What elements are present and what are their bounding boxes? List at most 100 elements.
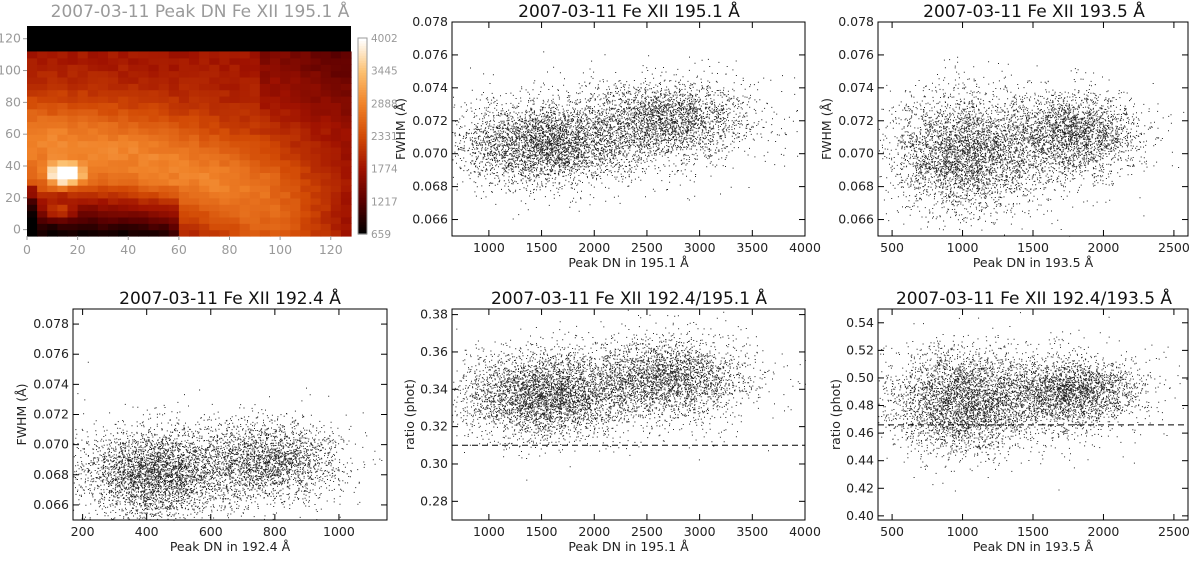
heatmap-cell	[67, 185, 79, 193]
x-tick-label: 2500	[1158, 240, 1190, 255]
heatmap-cell	[219, 76, 231, 84]
heatmap-cell	[219, 70, 231, 78]
colorbar-segment	[358, 52, 367, 56]
heatmap-cell	[118, 57, 129, 65]
heatmap-cell	[330, 51, 342, 59]
heatmap-cell	[118, 229, 129, 237]
heatmap-cell	[67, 76, 79, 84]
heatmap-cell	[37, 146, 48, 154]
heatmap-cell	[57, 108, 69, 116]
heatmap-cell	[209, 191, 220, 199]
heatmap-cell	[108, 115, 119, 123]
heatmap-cell	[290, 121, 301, 129]
scatter-plot-ratio-192-193: 500 1000 1500 2000 2500 0.40 0.42 0.44 0.46 0.48 0…	[828, 308, 1190, 554]
heatmap-image	[27, 26, 352, 237]
heatmap-cell	[219, 191, 231, 199]
heatmap-cell	[108, 64, 119, 72]
heatmap-cell	[47, 134, 58, 142]
colorbar-segment	[358, 202, 367, 206]
heatmap-cell	[280, 197, 291, 205]
heatmap-cell	[168, 140, 180, 148]
heatmap-cell	[138, 191, 150, 199]
heatmap-cell	[209, 76, 220, 84]
heatmap-cell	[118, 178, 129, 186]
heatmap-cell	[199, 96, 210, 103]
heatmap-cell	[340, 57, 352, 65]
heatmap-cell	[87, 89, 99, 97]
heatmap-cell	[168, 191, 180, 199]
heatmap-cell	[340, 115, 352, 123]
colorbar-segment	[358, 189, 367, 193]
heatmap-cell	[209, 134, 220, 142]
heatmap-cell	[168, 102, 180, 110]
heatmap-cell	[108, 108, 119, 116]
heatmap-cell	[47, 70, 58, 78]
heatmap-cell	[87, 102, 99, 110]
heatmap-cell	[280, 146, 291, 154]
heatmap-cell	[97, 57, 109, 65]
heatmap-cell	[290, 178, 301, 186]
colorbar-segment	[358, 197, 367, 201]
heatmap-cell	[320, 127, 332, 135]
heatmap-cell	[168, 159, 180, 167]
heatmap-cell	[310, 204, 322, 212]
heatmap-cell	[229, 83, 241, 91]
heatmap-cell	[239, 185, 251, 193]
heatmap-cell	[138, 210, 150, 218]
heatmap-cell	[77, 76, 89, 84]
heatmap-cell	[27, 108, 38, 116]
heatmap-cell	[178, 89, 190, 97]
colorbar-segment	[358, 160, 367, 164]
heatmap-cell	[178, 121, 190, 129]
heatmap-cell	[189, 216, 200, 224]
heatmap-cell	[57, 146, 69, 154]
heatmap-cell	[229, 229, 241, 237]
heatmap-cell	[97, 166, 109, 173]
heatmap-cell	[138, 178, 150, 186]
heatmap-cell	[168, 64, 180, 72]
heatmap-cell	[97, 191, 109, 199]
heatmap-cell	[340, 83, 352, 91]
heatmap-cell	[128, 191, 139, 199]
heatmap-cell	[189, 191, 200, 199]
heatmap-cell	[108, 153, 119, 161]
heatmap-cell	[239, 191, 251, 199]
heatmap-cell	[189, 127, 200, 135]
heatmap-cell	[320, 134, 332, 142]
heatmap-cell	[280, 57, 291, 65]
heatmap-cell	[138, 70, 150, 78]
heatmap-cell	[37, 51, 48, 59]
heatmap-cell	[138, 223, 150, 231]
heatmap-cell	[77, 223, 89, 231]
heatmap-cell	[158, 140, 170, 148]
heatmap-cell	[310, 102, 322, 110]
heatmap-cell	[178, 210, 190, 218]
heatmap-cell	[138, 166, 150, 173]
heatmap-cell	[97, 102, 109, 110]
heatmap-cell	[108, 197, 119, 205]
heatmap-cell	[310, 108, 322, 116]
colorbar-segment	[358, 106, 367, 110]
heatmap-cell	[178, 51, 190, 59]
colorbar-segment	[358, 60, 367, 64]
panel-title-fwhm-193: 2007-03-11 Fe XII 193.5 Å	[923, 0, 1145, 22]
heatmap-cell	[87, 134, 99, 142]
y-tick-label: 0.072	[412, 113, 448, 128]
y-axis-label: FWHM (Å)	[393, 98, 408, 160]
colorbar-segment	[358, 224, 367, 228]
y-tick-label: 0.28	[420, 493, 448, 508]
heatmap-cell	[97, 223, 109, 231]
heatmap-cell	[77, 204, 89, 212]
x-tick-label: 1500	[526, 524, 558, 539]
x-tick-label: 2500	[1158, 524, 1190, 539]
heatmap-cell	[320, 108, 332, 116]
colorbar-segment	[358, 38, 367, 42]
heatmap-cell	[259, 172, 271, 180]
heatmap-cell	[168, 134, 180, 142]
heatmap-cell	[77, 159, 89, 167]
y-tick-label: 0.42	[846, 480, 874, 495]
heatmap-cell	[108, 83, 119, 91]
heatmap-cell	[77, 172, 89, 180]
heatmap-cell	[270, 210, 281, 218]
scatter-points	[73, 361, 383, 521]
